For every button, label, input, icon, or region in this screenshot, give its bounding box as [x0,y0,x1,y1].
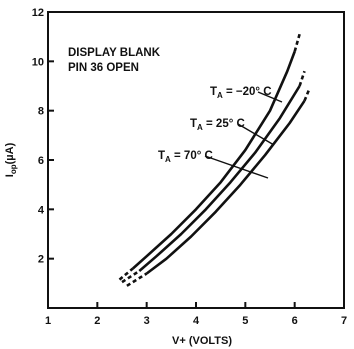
series-line-1 [138,85,301,272]
x-tick-label: 6 [292,315,298,327]
series-dash-end-2 [303,88,311,102]
series-line-2 [145,100,306,275]
series-label-2: TA = 70° C [158,150,213,164]
series-line-0 [132,51,296,270]
y-tick-label: 8 [38,106,44,118]
series-leader-1 [237,123,275,146]
y-tick-label: 12 [32,7,44,19]
y-tick-label: 10 [32,56,44,68]
y-tick-label: 2 [38,254,44,266]
series-layer [118,33,311,287]
series-dash-start-0 [118,267,134,281]
y-tick-label: 4 [38,204,45,216]
series-dash-start-2 [126,272,148,287]
series-label-0: TA = −20° C [210,86,272,100]
x-tick-label: 2 [94,315,100,327]
series-leader-2 [204,155,269,179]
y-axis: 2 4 6 8 10 12 [32,7,54,266]
annotation-line2: PIN 36 OPEN [68,62,139,74]
series-leader-0 [257,91,283,103]
series-label-1: TA = 25° C [190,118,245,132]
y-axis-title: Iop(µA) [4,142,18,177]
series-dash-end-0 [293,33,301,52]
x-tick-label: 1 [45,315,51,327]
x-axis: 1 2 3 4 5 6 7 [45,302,347,327]
series-labels: TA = −20° C TA = 25° C TA = 70° C [158,86,283,179]
x-axis-title: V+ (VOLTS) [172,335,232,347]
series-dash-start-1 [121,269,141,284]
y-tick-label: 6 [38,155,44,167]
annotation-line1: DISPLAY BLANK [68,47,161,59]
series-dash-end-1 [298,70,306,87]
x-tick-label: 4 [193,315,200,327]
x-tick-label: 5 [242,315,248,327]
x-tick-label: 7 [341,315,347,327]
x-tick-label: 3 [144,315,150,327]
